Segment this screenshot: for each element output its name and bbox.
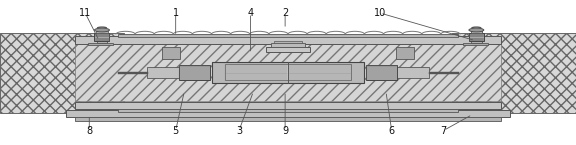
Bar — [271, 43, 305, 47]
Bar — [452, 33, 576, 113]
Bar — [366, 65, 397, 80]
Bar — [118, 34, 458, 37]
Bar — [471, 30, 482, 33]
Text: 4: 4 — [248, 8, 253, 18]
Bar — [147, 67, 204, 78]
Bar — [118, 109, 458, 112]
Text: 10: 10 — [374, 8, 386, 18]
Circle shape — [469, 28, 484, 32]
Bar — [162, 47, 180, 59]
Text: 9: 9 — [282, 126, 288, 135]
Bar — [75, 117, 501, 121]
Bar — [179, 65, 210, 80]
Bar — [372, 67, 429, 78]
Circle shape — [94, 28, 109, 32]
Text: 11: 11 — [79, 8, 92, 18]
Bar — [66, 110, 510, 117]
Bar — [212, 62, 364, 83]
Text: 6: 6 — [389, 126, 395, 135]
Text: 5: 5 — [173, 126, 179, 135]
Bar — [75, 102, 501, 109]
Bar — [88, 43, 113, 45]
Bar — [94, 33, 109, 41]
Bar — [274, 41, 302, 43]
Bar — [471, 30, 482, 43]
Bar — [0, 33, 124, 113]
Text: 8: 8 — [86, 126, 92, 135]
Bar — [469, 33, 484, 41]
Bar — [266, 47, 310, 52]
Bar — [225, 64, 351, 80]
Text: 2: 2 — [282, 8, 288, 18]
Bar — [396, 47, 414, 59]
Bar — [463, 43, 488, 45]
Text: 7: 7 — [441, 126, 446, 135]
Bar — [96, 30, 108, 33]
Text: 1: 1 — [173, 8, 179, 18]
Bar — [75, 36, 501, 44]
Bar — [97, 30, 107, 43]
Text: 3: 3 — [236, 126, 242, 135]
Bar — [75, 44, 501, 101]
